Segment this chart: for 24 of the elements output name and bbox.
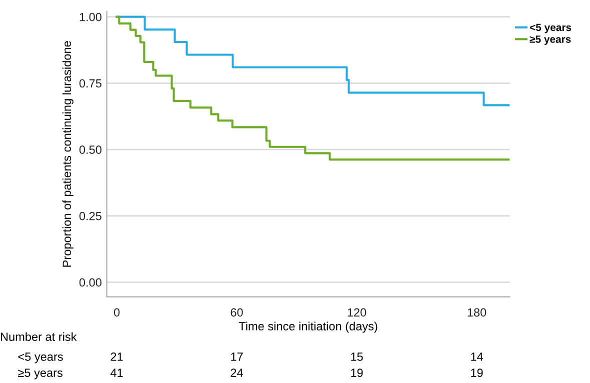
text: 21	[110, 352, 123, 361]
y-axis-title: Proportion of patients continuing lurasidone	[62, 41, 74, 267]
x-tick-label: 0	[114, 308, 120, 317]
text: 14	[471, 352, 483, 361]
text: ≥5 years	[18, 368, 62, 380]
y-tick-label: 0.75	[79, 79, 102, 88]
text: 15	[351, 352, 363, 361]
x-tick-label: 180	[468, 308, 486, 317]
x-tick-label: 60	[230, 308, 243, 317]
y-tick-label: 0.00	[79, 278, 102, 287]
text: 41	[110, 368, 123, 377]
text: Number at risk	[0, 332, 77, 341]
text: <5 years	[18, 352, 63, 364]
text: 17	[231, 352, 243, 361]
legend-label: ≥5 years	[530, 36, 571, 45]
text: 24	[230, 368, 243, 377]
text: 19	[471, 368, 483, 377]
x-tick-label: 120	[348, 308, 366, 317]
x-axis-title: Time since initiation (days)	[238, 322, 378, 333]
legend-label: <5 years	[530, 24, 572, 34]
y-tick-label: 0.50	[79, 146, 102, 154]
y-tick-label: 1.00	[80, 12, 102, 22]
text: 19	[351, 368, 363, 377]
y-tick-label: 0.25	[79, 212, 102, 220]
